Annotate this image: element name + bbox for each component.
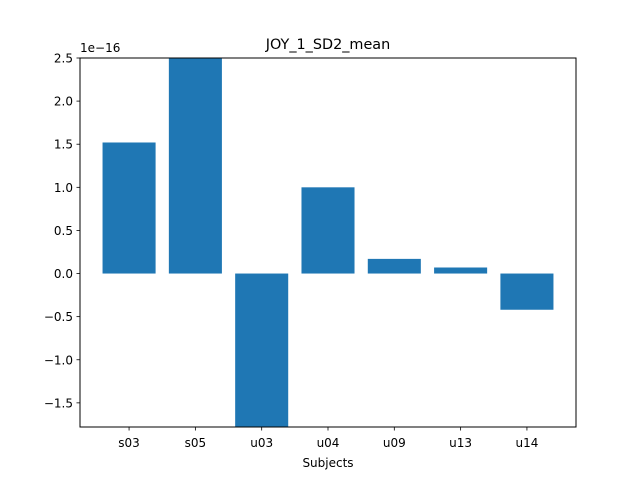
y-tick-label: 1.5 (54, 138, 73, 152)
bar-s05 (168, 58, 222, 274)
x-tick-label-u13: u13 (449, 436, 472, 450)
x-axis-label: Subjects (302, 456, 353, 470)
y-tick-label: −1.5 (44, 396, 73, 410)
x-axis-ticks: s03 s05 u03 u04 u09 u13 u14 (118, 427, 538, 450)
x-tick-label-u04: u04 (317, 436, 340, 450)
y-tick-label: 1.0 (54, 181, 73, 195)
x-tick-label-u03: u03 (250, 436, 273, 450)
y-tick-label: 2.0 (54, 95, 73, 109)
x-tick-label-u14: u14 (515, 436, 538, 450)
bar-u13 (434, 267, 488, 274)
y-tick-label: 0.0 (54, 267, 73, 281)
y-tick-label: −1.0 (44, 353, 73, 367)
bars-group (102, 58, 554, 427)
y-offset-label: 1e−16 (80, 41, 120, 55)
y-tick-label: 0.5 (54, 224, 73, 238)
chart-title: JOY_1_SD2_mean (265, 37, 391, 53)
bar-s03 (102, 142, 156, 274)
bar-u09 (367, 258, 421, 274)
x-tick-label-s05: s05 (185, 436, 207, 450)
y-tick-label: 2.5 (54, 52, 73, 66)
bar-u03 (235, 273, 289, 427)
x-tick-label-s03: s03 (118, 436, 140, 450)
x-tick-label-u09: u09 (383, 436, 406, 450)
bar-u14 (500, 273, 554, 310)
y-axis-ticks: −1.5 −1.0 −0.5 0.0 0.5 1.0 1.5 2.0 2.5 (44, 52, 80, 410)
bar-u04 (301, 187, 355, 274)
plot-frame (79, 57, 577, 428)
y-tick-label: −0.5 (44, 310, 73, 324)
